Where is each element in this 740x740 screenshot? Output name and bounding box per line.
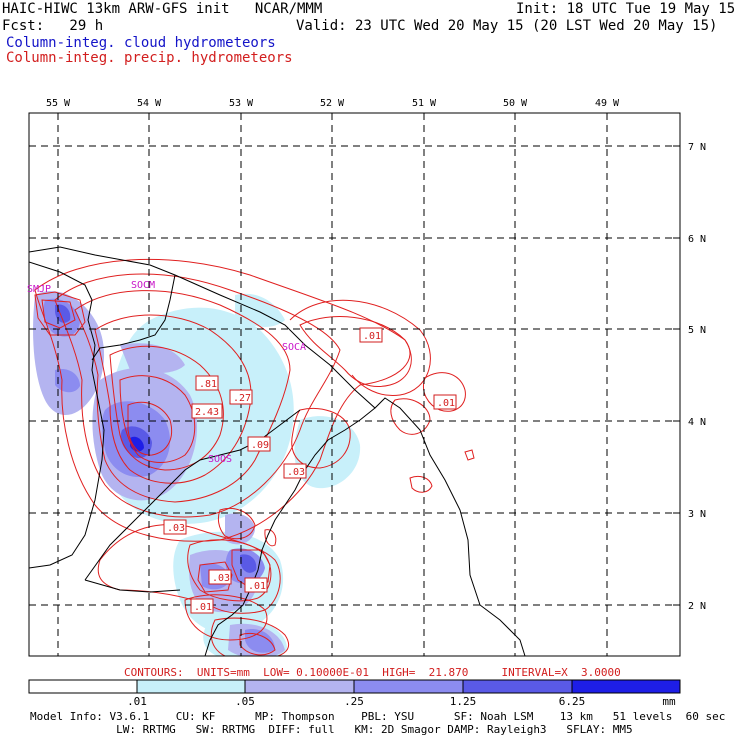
lon-label: 49 W	[595, 98, 620, 109]
model-info-line2: LW: RRTMG SW: RRTMG DIFF: full KM: 2D Sm…	[30, 723, 633, 736]
contour-label: .81	[199, 379, 217, 390]
longitude-labels: 55 W 54 W 53 W 52 W 51 W 50 W 49 W	[46, 98, 620, 109]
colorbar-tick: 6.25	[559, 695, 586, 708]
station-socm: SOCM	[131, 280, 155, 291]
product-title: HAIC-HIWC 13km ARW-GFS init NCAR/MMM	[2, 1, 323, 17]
lon-label: 55 W	[46, 98, 71, 109]
precip-contours	[34, 258, 475, 656]
station-labels: SMJP SOCM SOCA SOOS	[27, 280, 306, 465]
station-soos: SOOS	[208, 454, 232, 465]
contour-value-labels: .01 .81 .27 2.43 .01 .09 .03 .03 .03 .01…	[163, 327, 457, 614]
colorbar-tick: .05	[235, 695, 255, 708]
lon-label: 54 W	[137, 98, 162, 109]
init-time: Init: 18 UTC Tue 19 May 15	[516, 1, 736, 17]
contour-label: .01	[194, 602, 212, 613]
contour-info: CONTOURS: UNITS=mm LOW= 0.10000E-01 HIGH…	[124, 666, 621, 679]
lat-label: 6 N	[688, 234, 706, 245]
contour-label: .27	[233, 393, 251, 404]
lat-label: 7 N	[688, 142, 706, 153]
lon-label: 50 W	[503, 98, 528, 109]
lat-label: 3 N	[688, 509, 706, 520]
colorbar-unit: mm	[662, 695, 676, 708]
contour-label: .01	[248, 581, 266, 592]
lat-label: 2 N	[688, 601, 706, 612]
contour-label: .03	[212, 573, 230, 584]
colorbar-tick: .01	[127, 695, 147, 708]
latlon-grid	[29, 113, 680, 656]
station-soca: SOCA	[282, 342, 306, 353]
latitude-labels: 7 N 6 N 5 N 4 N 3 N 2 N	[688, 142, 706, 612]
forecast-hour: Fcst: 29 h	[2, 18, 104, 34]
legend-precip-hydrometeors: Column-integ. precip. hydrometeors	[6, 50, 293, 66]
lon-label: 51 W	[412, 98, 437, 109]
map-frame	[28, 112, 681, 657]
lon-label: 52 W	[320, 98, 345, 109]
contour-label: .09	[251, 440, 269, 451]
lat-label: 5 N	[688, 325, 706, 336]
legend-cloud-hydrometeors: Column-integ. cloud hydrometeors	[6, 35, 276, 51]
lat-label: 4 N	[688, 417, 706, 428]
contour-label: .03	[167, 523, 185, 534]
contour-label: .01	[437, 398, 455, 409]
valid-time: Valid: 23 UTC Wed 20 May 15 (20 LST Wed …	[296, 18, 718, 34]
station-smjp: SMJP	[27, 284, 51, 295]
contour-label: 2.43	[195, 407, 219, 418]
colorbar-tick: .25	[344, 695, 364, 708]
lon-label: 53 W	[229, 98, 254, 109]
colorbar-tick: 1.25	[450, 695, 477, 708]
contour-label: .03	[287, 467, 305, 478]
model-info-line1: Model Info: V3.6.1 CU: KF MP: Thompson P…	[30, 710, 726, 723]
colorbar	[28, 679, 681, 694]
frame-ticks	[57, 113, 680, 606]
colorbar-ticks: .01 .05 .25 1.25 6.25 mm	[127, 695, 676, 708]
contour-label: .01	[363, 331, 381, 342]
